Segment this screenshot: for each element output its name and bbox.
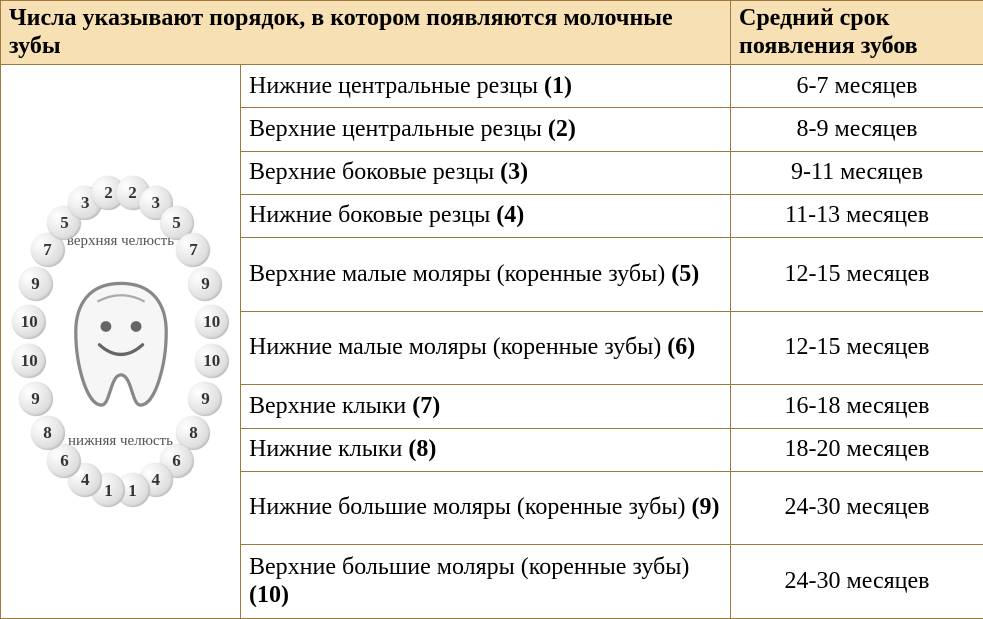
table-row: верхняя челюстьнижняя челюсть10975322357… [1, 65, 983, 108]
tooth-name-text: Верхние большие моляры (коренные зубы) [249, 554, 689, 580]
tooth-age: 24-30 месяцев [731, 471, 983, 545]
tooth-name: Верхние центральные резцы (2) [241, 108, 731, 151]
tooth-order-number: (6) [667, 334, 695, 360]
upper-jaw-label: верхняя челюсть [61, 234, 181, 250]
tooth-age: 16-18 месяцев [731, 385, 983, 428]
diagram-cell: верхняя челюстьнижняя челюсть10975322357… [1, 65, 241, 619]
tooth-name: Верхние малые моляры (коренные зубы) (5) [241, 238, 731, 312]
order-bubble: 8 [31, 416, 65, 450]
tooth-name: Нижние центральные резцы (1) [241, 65, 731, 108]
order-bubble: 10 [12, 344, 46, 378]
tooth-name-text: Нижние клыки [249, 436, 408, 462]
order-bubble: 10 [195, 344, 229, 378]
tooth-age: 12-15 месяцев [731, 238, 983, 312]
tooth-name-text: Верхние центральные резцы [249, 116, 548, 142]
tooth-age: 18-20 месяцев [731, 428, 983, 471]
tooth-name-text: Нижние малые моляры (коренные зубы) [249, 334, 667, 360]
order-bubble: 9 [19, 382, 53, 416]
tooth-diagram: верхняя челюстьнижняя челюсть10975322357… [11, 172, 231, 512]
tooth-order-number: (8) [408, 436, 436, 462]
tooth-age: 9-11 месяцев [731, 151, 983, 194]
tooth-name: Верхние боковые резцы (3) [241, 151, 731, 194]
tooth-age: 8-9 месяцев [731, 108, 983, 151]
order-bubble: 9 [19, 267, 53, 301]
header-right: Средний срок появления зубов [731, 1, 983, 65]
order-bubble: 9 [188, 267, 222, 301]
tooth-name-text: Нижние центральные резцы [249, 73, 544, 99]
order-bubble: 10 [12, 305, 46, 339]
order-bubble: 9 [188, 382, 222, 416]
tooth-name: Верхние клыки (7) [241, 385, 731, 428]
tooth-name: Верхние большие моляры (коренные зубы) (… [241, 545, 731, 619]
order-bubble: 7 [176, 233, 210, 267]
tooth-name-text: Верхние клыки [249, 393, 412, 419]
tooth-order-number: (10) [249, 582, 289, 608]
tooth-age: 12-15 месяцев [731, 311, 983, 385]
tooth-name-text: Нижние большие моляры (коренные зубы) [249, 494, 691, 520]
tooth-name: Нижние боковые резцы (4) [241, 194, 731, 237]
tooth-age: 24-30 месяцев [731, 545, 983, 619]
tooth-name-text: Нижние боковые резцы [249, 202, 496, 228]
tooth-name: Нижние клыки (8) [241, 428, 731, 471]
tooth-age: 6-7 месяцев [731, 65, 983, 108]
order-bubble: 10 [195, 305, 229, 339]
tooth-age: 11-13 месяцев [731, 194, 983, 237]
tooth-order-number: (1) [544, 73, 572, 99]
tooth-order-number: (9) [691, 494, 719, 520]
tooth-order-number: (3) [500, 159, 528, 185]
tooth-name: Нижние большие моляры (коренные зубы) (9… [241, 471, 731, 545]
tooth-order-number: (2) [548, 116, 576, 142]
tooth-order-number: (7) [412, 393, 440, 419]
header-row: Числа указывают порядок, в котором появл… [1, 1, 983, 65]
tooth-name-text: Верхние малые моляры (коренные зубы) [249, 261, 671, 287]
header-left: Числа указывают порядок, в котором появл… [1, 1, 731, 65]
tooth-name-text: Верхние боковые резцы [249, 159, 500, 185]
tooth-order-number: (4) [496, 202, 524, 228]
lower-jaw-label: нижняя челюсть [61, 434, 181, 450]
tooth-name: Нижние малые моляры (коренные зубы) (6) [241, 311, 731, 385]
teeth-table: Числа указывают порядок, в котором появл… [0, 0, 983, 619]
tooth-icon [66, 278, 176, 418]
tooth-order-number: (5) [671, 261, 699, 287]
